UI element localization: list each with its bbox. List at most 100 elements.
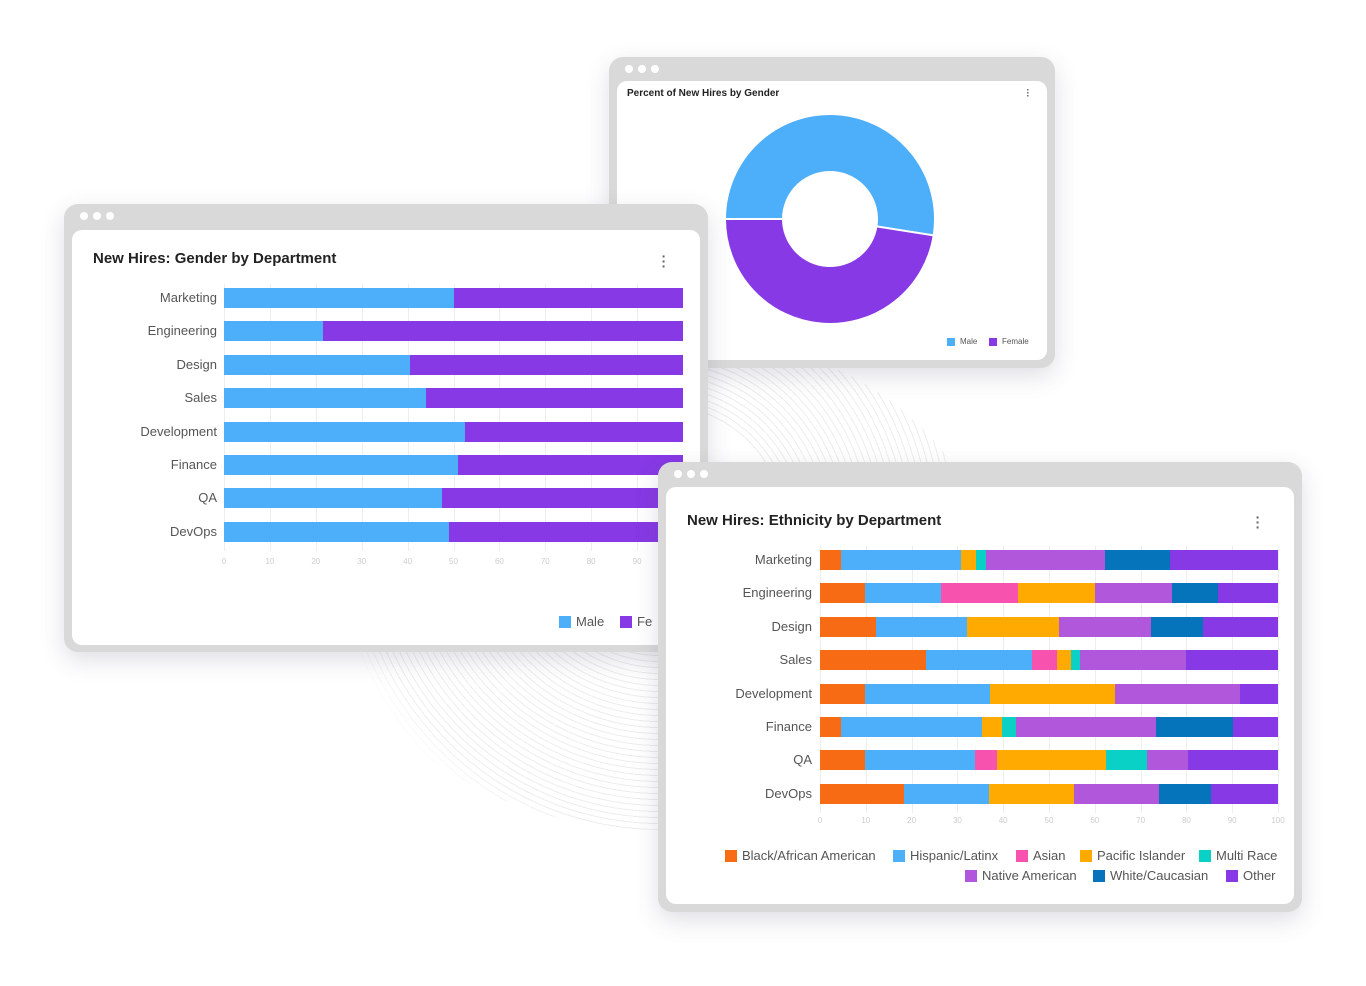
legend-swatch: [1093, 869, 1105, 882]
legend-item[interactable]: Native American: [965, 868, 1077, 883]
bar-segment-other[interactable]: [1210, 783, 1278, 804]
donut-slice-male[interactable]: [723, 113, 936, 237]
x-tick-label: 90: [632, 557, 642, 566]
gridline: [637, 284, 639, 552]
bar-segment-other[interactable]: [1202, 616, 1278, 637]
bar-segment-native-american[interactable]: [986, 550, 1106, 570]
bar-segment-pacific-islander[interactable]: [1017, 583, 1095, 604]
x-tick-label: 50: [449, 557, 458, 566]
bar-segment-native-american[interactable]: [1147, 750, 1189, 771]
bar-segment-white-caucasian[interactable]: [1155, 717, 1233, 737]
legend-item[interactable]: White/Caucasian: [1093, 868, 1208, 883]
bar-segment-other[interactable]: [1240, 683, 1278, 704]
bar-segment-female[interactable]: [425, 388, 683, 409]
legend-item[interactable]: Black/African American: [725, 848, 876, 863]
bar-segment-other[interactable]: [1186, 650, 1278, 671]
more-options-icon[interactable]: · · ·: [661, 248, 667, 274]
bar-segment-black-african-american[interactable]: [820, 650, 926, 671]
more-options-icon[interactable]: · · ·: [1026, 85, 1030, 102]
bar-segment-native-american[interactable]: [1015, 717, 1156, 737]
bar-segment-black-african-american[interactable]: [820, 683, 865, 704]
legend-item[interactable]: Pacific Islander: [1080, 848, 1185, 863]
legend-male[interactable]: Male: [559, 614, 604, 629]
bar-segment-multi-race[interactable]: [1001, 717, 1016, 737]
bar-segment-black-african-american[interactable]: [820, 583, 865, 604]
x-tick-label: 80: [586, 557, 596, 566]
legend-male[interactable]: Male: [947, 337, 977, 346]
legend-female[interactable]: Fe: [620, 614, 652, 629]
bar-segment-pacific-islander[interactable]: [982, 717, 1002, 737]
bar-segment-white-caucasian[interactable]: [1159, 783, 1211, 804]
bar-segment-male[interactable]: [224, 321, 323, 342]
bar-segment-male[interactable]: [224, 521, 449, 542]
bar-segment-multi-race[interactable]: [1070, 650, 1081, 671]
x-tick-label: 90: [1227, 816, 1237, 825]
more-options-icon[interactable]: · · ·: [1255, 509, 1261, 535]
bar-segment-male[interactable]: [224, 488, 443, 509]
bar-segment-hispanic-latinx[interactable]: [864, 750, 975, 771]
bar-segment-female[interactable]: [458, 455, 683, 475]
bar-segment-female[interactable]: [409, 354, 683, 375]
bar-segment-male[interactable]: [224, 354, 410, 375]
bar-segment-hispanic-latinx[interactable]: [864, 583, 942, 604]
bar-segment-pacific-islander[interactable]: [996, 750, 1107, 771]
chart-title: Percent of New Hires by Gender: [627, 88, 780, 99]
bar-segment-male[interactable]: [224, 388, 426, 409]
bar-segment-hispanic-latinx[interactable]: [925, 650, 1033, 671]
bar-segment-male[interactable]: [224, 421, 465, 442]
legend-item[interactable]: Hispanic/Latinx: [893, 848, 998, 863]
bar-segment-female[interactable]: [464, 421, 683, 442]
bar-segment-male[interactable]: [224, 455, 459, 475]
bar-segment-female[interactable]: [322, 321, 683, 342]
legend-female[interactable]: Female: [989, 337, 1029, 346]
bar-segment-asian[interactable]: [941, 583, 1018, 604]
bar-segment-pacific-islander[interactable]: [989, 783, 1075, 804]
bar-segment-male[interactable]: [224, 288, 454, 308]
bar-segment-hispanic-latinx[interactable]: [841, 717, 983, 737]
bar-segment-female[interactable]: [448, 521, 683, 542]
bar-segment-native-american[interactable]: [1074, 783, 1160, 804]
bar-segment-black-african-american[interactable]: [820, 750, 865, 771]
chart-title: New Hires: Gender by Department: [93, 250, 337, 267]
x-tick-label: 60: [1090, 816, 1100, 825]
bar-segment-black-african-american[interactable]: [820, 550, 842, 570]
bar-segment-asian[interactable]: [974, 750, 997, 771]
bar-segment-white-caucasian[interactable]: [1105, 550, 1170, 570]
bar-segment-multi-race[interactable]: [976, 550, 987, 570]
bar-segment-female[interactable]: [453, 288, 683, 308]
bar-segment-native-american[interactable]: [1094, 583, 1172, 604]
bar-segment-hispanic-latinx[interactable]: [864, 683, 991, 704]
bar-segment-native-american[interactable]: [1059, 616, 1151, 637]
bar-segment-white-caucasian[interactable]: [1150, 616, 1203, 637]
bar-segment-hispanic-latinx[interactable]: [876, 616, 968, 637]
legend-swatch: [1226, 869, 1238, 882]
bar-segment-other[interactable]: [1232, 717, 1278, 737]
category-label: Finance: [170, 457, 217, 472]
donut-slice-female[interactable]: [723, 218, 935, 325]
bar-segment-pacific-islander[interactable]: [1057, 650, 1071, 671]
legend-item[interactable]: Multi Race: [1199, 848, 1277, 863]
legend-item[interactable]: Other: [1226, 868, 1276, 883]
bar-segment-black-african-american[interactable]: [820, 717, 842, 737]
bar-segment-native-american[interactable]: [1115, 683, 1241, 704]
bar-segment-hispanic-latinx[interactable]: [841, 550, 962, 570]
bar-segment-pacific-islander[interactable]: [961, 550, 977, 570]
x-tick-label: 20: [311, 557, 321, 566]
bar-segment-native-american[interactable]: [1080, 650, 1187, 671]
bar-segment-white-caucasian[interactable]: [1171, 583, 1218, 604]
window-dots: [625, 65, 659, 73]
bar-segment-other[interactable]: [1217, 583, 1278, 604]
bar-segment-pacific-islander[interactable]: [967, 616, 1060, 637]
bar-segment-multi-race[interactable]: [1106, 750, 1148, 771]
bar-segment-other[interactable]: [1188, 750, 1278, 771]
bar-segment-black-african-american[interactable]: [820, 783, 905, 804]
bar-segment-other[interactable]: [1169, 550, 1278, 570]
x-tick-label: 60: [494, 557, 504, 566]
bar-segment-female[interactable]: [442, 488, 683, 509]
bar-segment-black-african-american[interactable]: [820, 616, 877, 637]
bar-segment-pacific-islander[interactable]: [990, 683, 1116, 704]
bar-segment-hispanic-latinx[interactable]: [904, 783, 990, 804]
x-tick-label: 10: [861, 816, 871, 825]
bar-segment-asian[interactable]: [1032, 650, 1058, 671]
legend-item[interactable]: Asian: [1016, 848, 1066, 863]
